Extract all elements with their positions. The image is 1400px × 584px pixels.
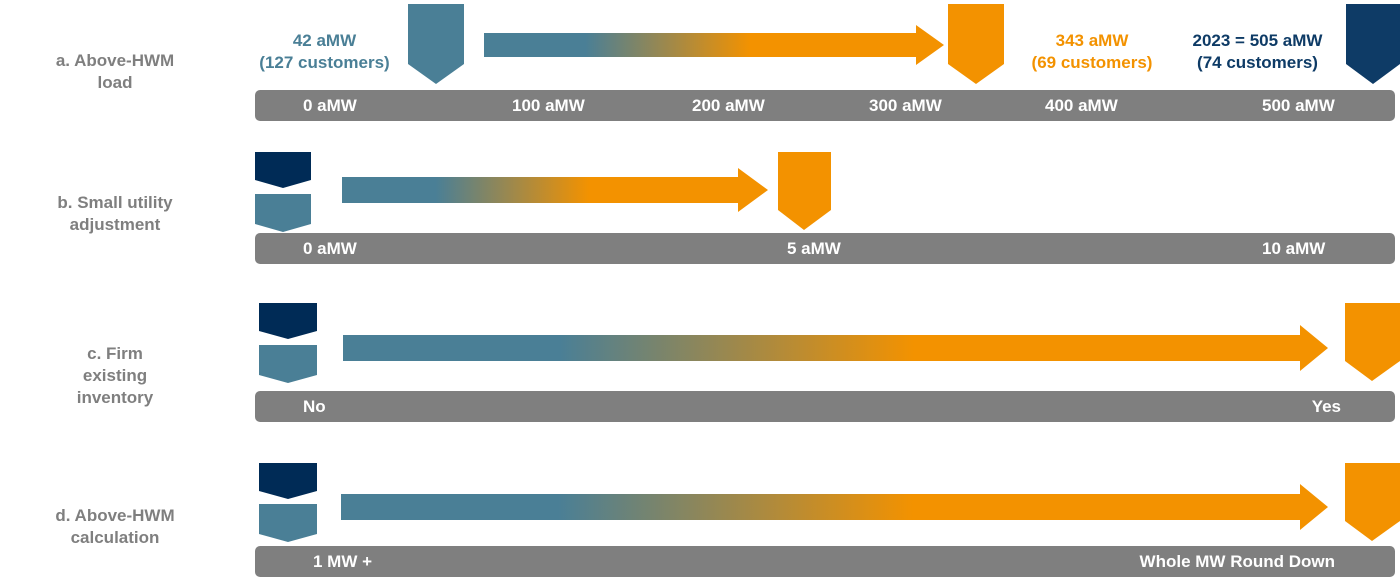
row-a-tick-300: 300 aMW — [869, 96, 942, 115]
row-a-tick-0: 0 aMW — [303, 96, 357, 115]
row-a-navy-annotation: 2023 = 505 aMW (74 customers) — [1170, 30, 1345, 74]
row-a-label: a. Above-HWM load — [0, 50, 230, 94]
row-c-label: c. Firm existing inventory — [0, 343, 230, 409]
row-c-tick-no: No — [303, 397, 326, 416]
row-d-teal-marker — [259, 504, 317, 542]
row-c-tick-yes: Yes — [1311, 397, 1341, 416]
row-a-label-line1: a. Above-HWM — [55, 51, 175, 70]
row-a-teal-annotation: 42 aMW (127 customers) — [242, 30, 407, 74]
row-a-navy-value: 2023 = 505 aMW — [1192, 31, 1323, 50]
row-a-tick-400: 400 aMW — [1045, 96, 1118, 115]
row-a-navy-marker — [1346, 4, 1400, 84]
row-b-orange-marker — [778, 152, 831, 230]
row-b-teal-marker — [255, 194, 311, 232]
row-a-tick-200: 200 aMW — [692, 96, 765, 115]
row-b-progress-arrow — [342, 168, 768, 212]
row-c-orange-marker — [1345, 303, 1400, 381]
row-b-label-line2: adjustment — [69, 215, 161, 234]
row-c-navy-marker — [259, 303, 317, 339]
row-b-navy-marker — [255, 152, 311, 188]
row-d-label-line1: d. Above-HWM — [55, 506, 175, 525]
row-c-teal-marker — [259, 345, 317, 383]
row-a-scale-bar: 0 aMW 100 aMW 200 aMW 300 aMW 400 aMW 50… — [255, 90, 1395, 121]
row-a-navy-customers: (74 customers) — [1197, 53, 1318, 72]
row-c-progress-arrow — [343, 325, 1328, 371]
row-a-label-line2: load — [97, 73, 133, 92]
row-c-scale-bar: No Yes — [255, 391, 1395, 422]
row-d-label: d. Above-HWM calculation — [0, 505, 230, 549]
row-c-label-line1: c. Firm — [87, 344, 143, 363]
row-a-tick-500: 500 aMW — [1262, 96, 1335, 115]
row-a-teal-marker — [408, 4, 464, 84]
row-a-progress-arrow — [484, 25, 944, 65]
row-a-teal-customers: (127 customers) — [259, 53, 390, 72]
row-d-label-line2: calculation — [70, 528, 160, 547]
row-a-teal-value: 42 aMW — [292, 31, 357, 50]
row-a-orange-customers: (69 customers) — [1031, 53, 1153, 72]
row-b-tick-10: 10 aMW — [1262, 239, 1326, 258]
row-d-scale-bar: 1 MW + Whole MW Round Down — [255, 546, 1395, 577]
row-d-tick-1mw: 1 MW + — [313, 552, 373, 571]
row-b-label-line1: b. Small utility — [57, 193, 173, 212]
row-d-navy-marker — [259, 463, 317, 499]
row-b-scale-bar: 0 aMW 5 aMW 10 aMW — [255, 233, 1395, 264]
row-c-label-line3: inventory — [76, 388, 154, 407]
row-b-tick-0: 0 aMW — [303, 239, 357, 258]
row-a-orange-annotation: 343 aMW (69 customers) — [1012, 30, 1172, 74]
row-d-progress-arrow — [341, 484, 1328, 530]
row-a-tick-100: 100 aMW — [512, 96, 585, 115]
row-b-label: b. Small utility adjustment — [0, 192, 230, 236]
row-c-label-line2: existing — [82, 366, 148, 385]
row-a-orange-marker — [948, 4, 1004, 84]
row-d-orange-marker — [1345, 463, 1400, 541]
row-b-tick-5: 5 aMW — [787, 239, 841, 258]
row-a-orange-value: 343 aMW — [1055, 31, 1129, 50]
row-d-tick-round-down: Whole MW Round Down — [1139, 552, 1335, 571]
